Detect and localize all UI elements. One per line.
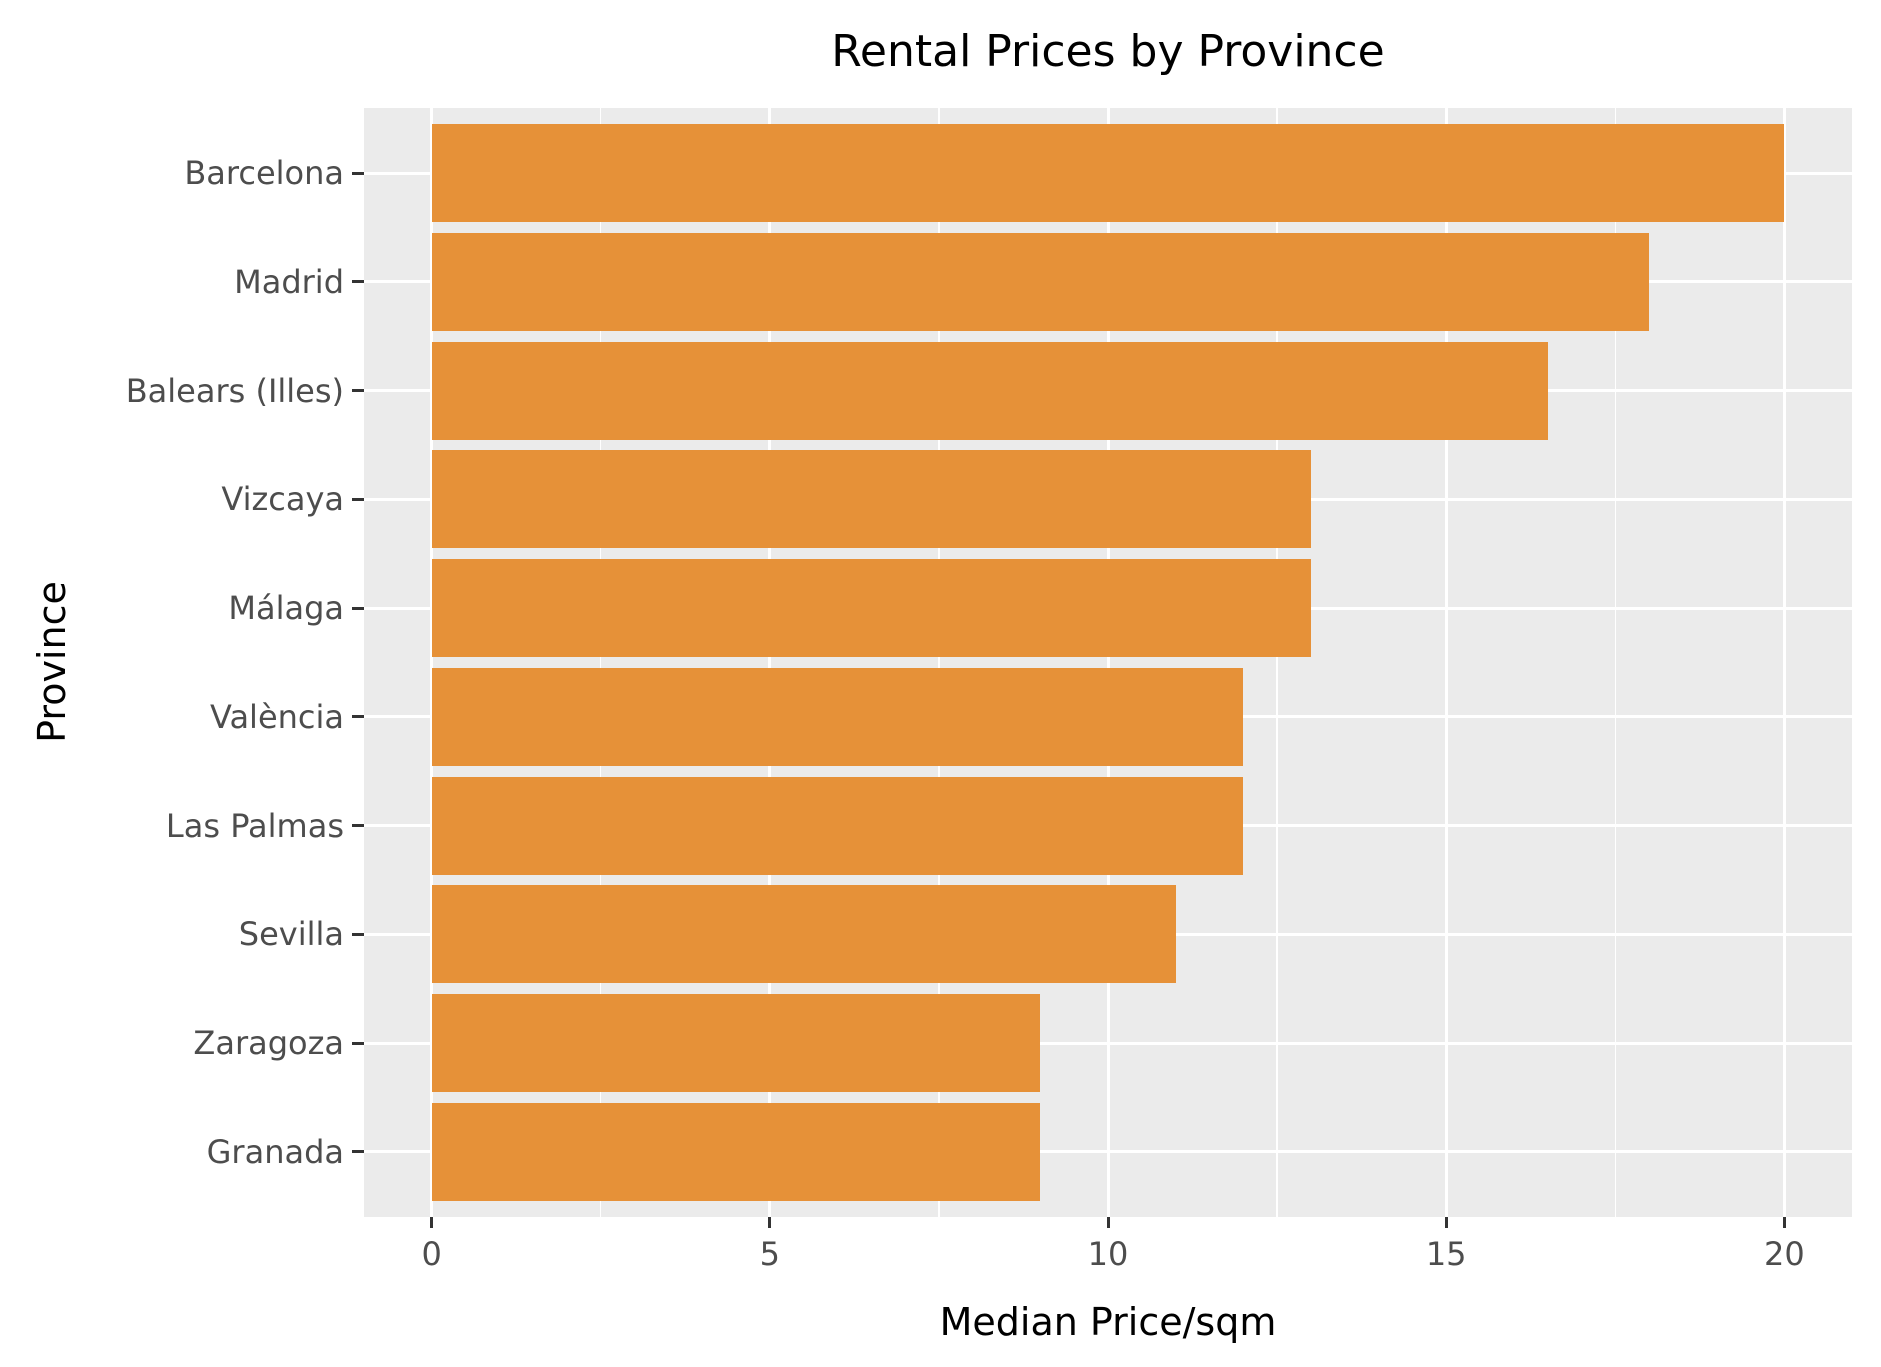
- major-gridline: [1444, 108, 1448, 1217]
- x-tick-mark: [430, 1217, 434, 1228]
- plot-panel: [364, 108, 1852, 1217]
- bar-las-palmas: [431, 776, 1244, 875]
- y-tick-mark: [352, 824, 364, 828]
- y-tick-mark: [352, 606, 364, 610]
- y-tick-mark: [352, 497, 364, 501]
- y-axis-title: Province: [30, 581, 74, 743]
- minor-gridline: [599, 108, 602, 1217]
- major-gridline: [768, 108, 772, 1217]
- category-gridline: [364, 1150, 1852, 1154]
- major-gridline: [430, 108, 434, 1217]
- y-tick-mark: [352, 932, 364, 936]
- x-tick-mark: [1106, 1217, 1110, 1228]
- y-tick-label: Las Palmas: [165, 806, 344, 845]
- bar-vizcaya: [431, 450, 1311, 549]
- bar-barcelona: [431, 124, 1785, 223]
- y-tick-label: Vizcaya: [221, 480, 344, 519]
- x-tick-mark: [1782, 1217, 1786, 1228]
- minor-gridline: [1276, 108, 1278, 1217]
- y-tick-label: Barcelona: [184, 154, 344, 193]
- major-gridline: [1106, 108, 1110, 1217]
- chart-title: Rental Prices by Province: [831, 26, 1385, 77]
- y-tick-label: Granada: [206, 1132, 344, 1171]
- bar-balears-illes-: [431, 341, 1548, 440]
- bar-val-ncia: [431, 667, 1244, 766]
- y-tick-label: Zaragoza: [193, 1024, 344, 1063]
- y-tick-mark: [352, 171, 364, 175]
- y-tick-mark: [352, 715, 364, 719]
- bar-zaragoza: [431, 994, 1041, 1092]
- y-tick-mark: [352, 1041, 364, 1045]
- x-tick-label: 10: [1087, 1235, 1129, 1273]
- y-tick-label: Málaga: [228, 589, 344, 628]
- y-tick-label: València: [210, 697, 344, 736]
- x-tick-label: 15: [1425, 1235, 1467, 1273]
- bar-granada: [431, 1102, 1041, 1201]
- minor-gridline: [938, 108, 940, 1217]
- y-tick-label: Madrid: [234, 262, 344, 301]
- minor-gridline: [1614, 108, 1617, 1217]
- y-tick-label: Balears (Illes): [125, 371, 344, 410]
- x-axis-title: Median Price/sqm: [939, 1300, 1277, 1344]
- x-tick-label: 5: [759, 1235, 780, 1273]
- x-tick-mark: [1444, 1217, 1448, 1228]
- x-tick-mark: [768, 1217, 772, 1228]
- category-gridline: [364, 1041, 1852, 1045]
- bar-sevilla: [431, 885, 1176, 984]
- y-tick-mark: [352, 280, 364, 284]
- y-tick-mark: [352, 389, 364, 393]
- x-tick-label: 20: [1764, 1235, 1805, 1273]
- y-tick-label: Sevilla: [238, 915, 344, 954]
- y-tick-mark: [352, 1150, 364, 1154]
- x-tick-label: 0: [421, 1235, 442, 1273]
- major-gridline: [1782, 108, 1786, 1217]
- bar-madrid: [431, 233, 1650, 331]
- bar-m-laga: [431, 559, 1311, 658]
